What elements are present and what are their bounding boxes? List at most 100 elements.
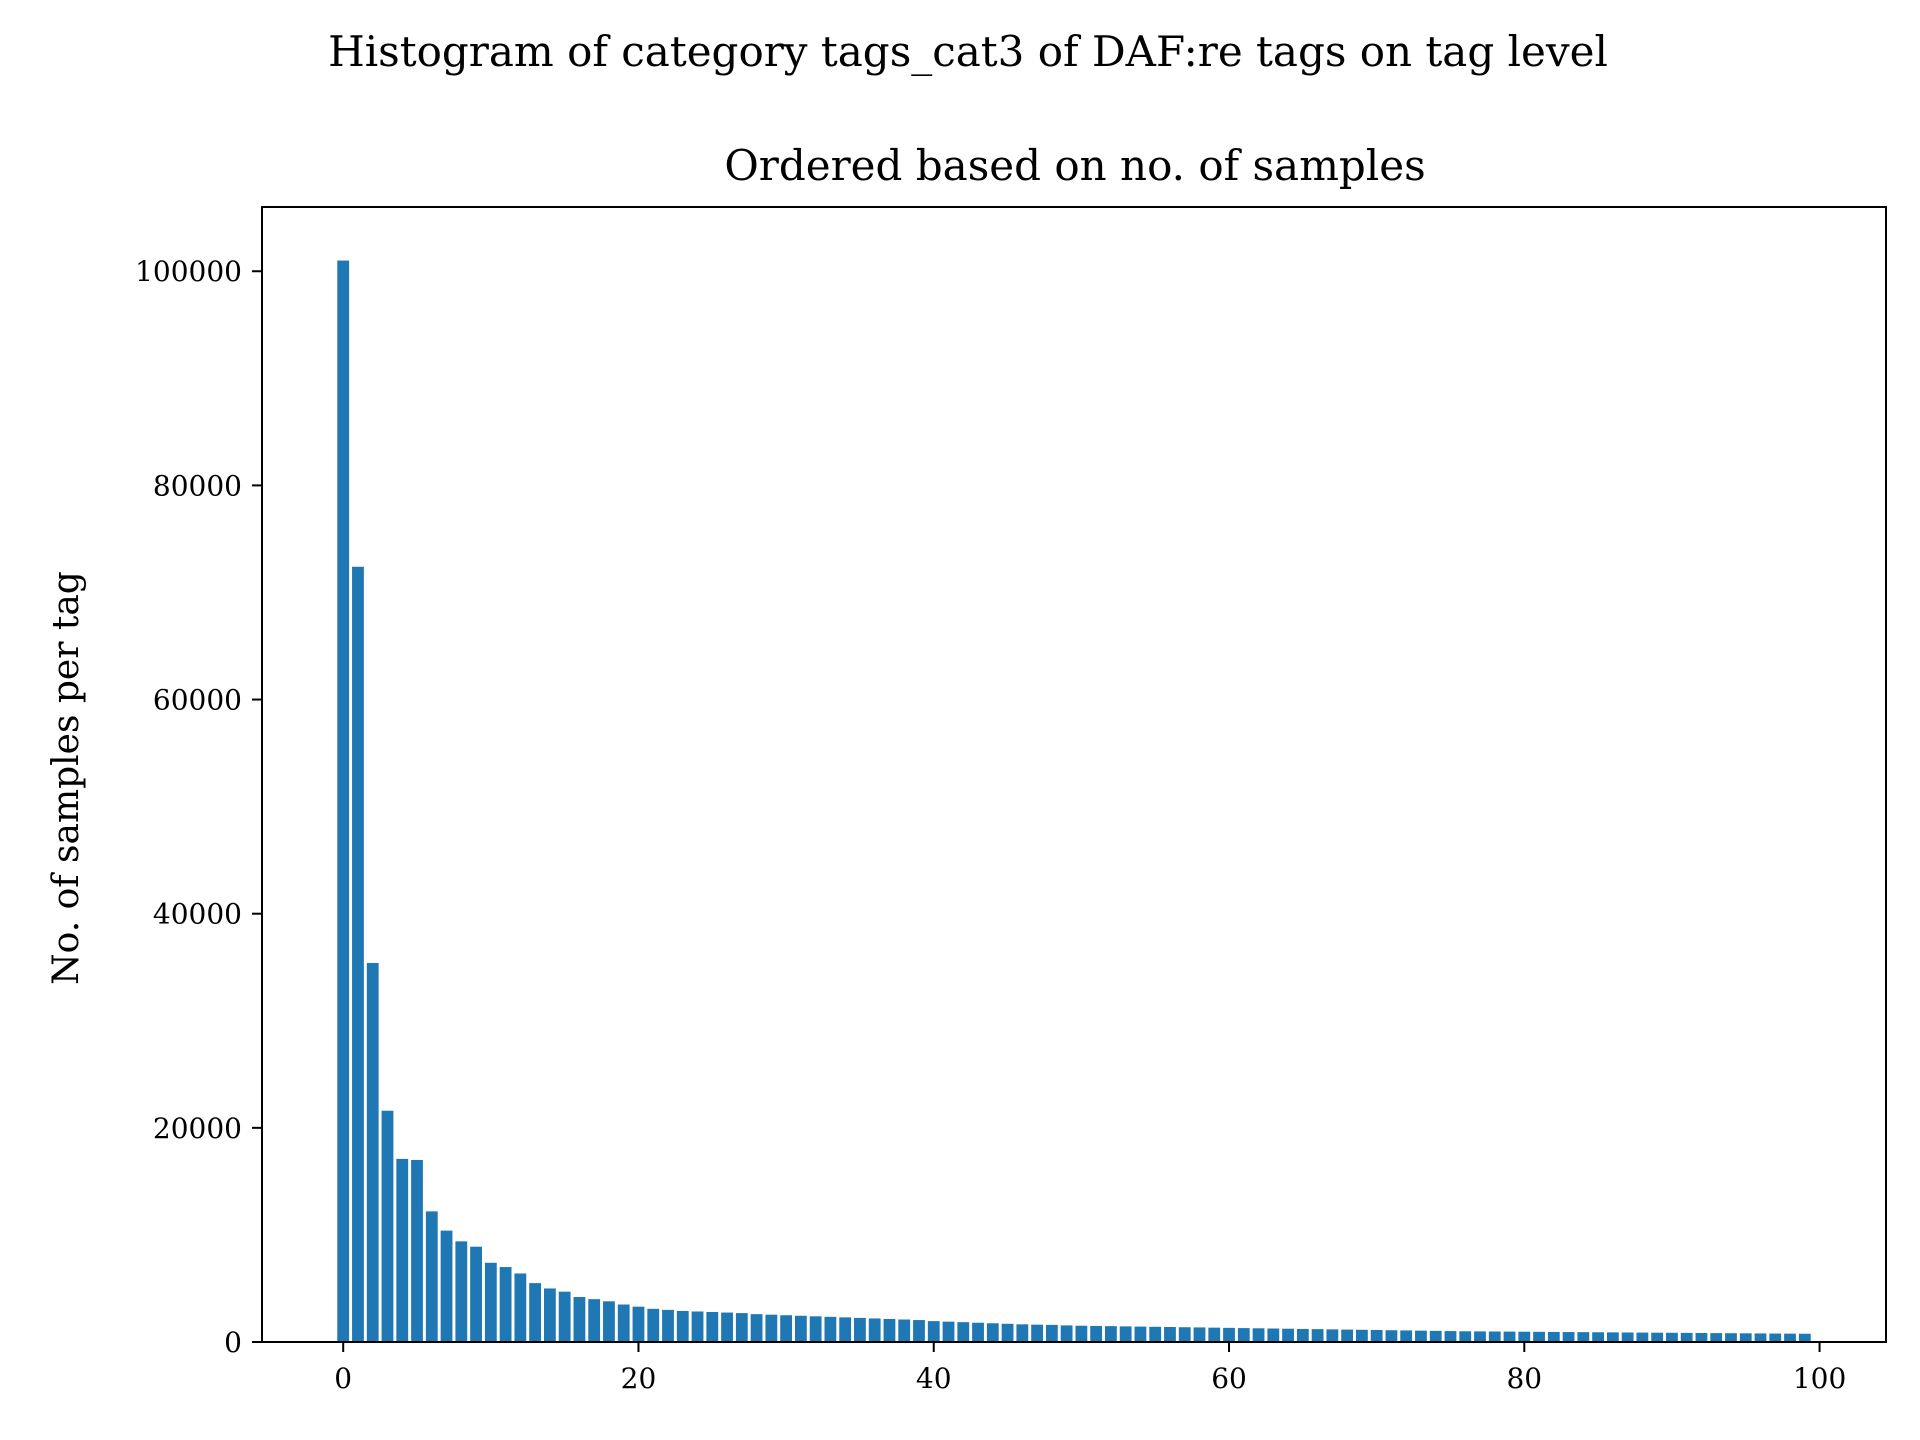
bar-84 bbox=[1577, 1332, 1590, 1342]
bar-74 bbox=[1429, 1330, 1442, 1342]
bar-93 bbox=[1710, 1333, 1723, 1342]
bar-22 bbox=[662, 1309, 674, 1342]
bar-78 bbox=[1488, 1331, 1501, 1342]
y-axis-label: No. of samples per tag bbox=[46, 571, 87, 985]
y-tick-label-80000: 80000 bbox=[153, 469, 242, 502]
bar-10 bbox=[484, 1262, 497, 1342]
bar-23 bbox=[676, 1310, 689, 1342]
bar-28 bbox=[750, 1314, 763, 1342]
bar-58 bbox=[1193, 1327, 1206, 1342]
bar-5 bbox=[411, 1159, 423, 1342]
bar-11 bbox=[499, 1267, 512, 1342]
bar-17 bbox=[588, 1299, 601, 1342]
bar-82 bbox=[1547, 1331, 1560, 1342]
bar-94 bbox=[1725, 1333, 1737, 1342]
bar-97 bbox=[1769, 1333, 1782, 1342]
bar-77 bbox=[1474, 1331, 1486, 1342]
bar-29 bbox=[765, 1314, 778, 1342]
bar-6 bbox=[425, 1211, 438, 1342]
bar-67 bbox=[1326, 1329, 1339, 1342]
y-tick-label-60000: 60000 bbox=[153, 684, 242, 717]
bar-48 bbox=[1045, 1324, 1058, 1342]
bar-85 bbox=[1592, 1332, 1605, 1342]
bar-81 bbox=[1533, 1331, 1545, 1342]
bar-4 bbox=[396, 1158, 409, 1342]
bar-32 bbox=[809, 1316, 822, 1342]
bar-8 bbox=[455, 1241, 468, 1342]
bar-26 bbox=[721, 1312, 733, 1342]
x-tick-label-40: 40 bbox=[916, 1362, 952, 1395]
bar-72 bbox=[1400, 1330, 1413, 1342]
bar-75 bbox=[1444, 1331, 1457, 1342]
bar-49 bbox=[1060, 1325, 1073, 1342]
bar-13 bbox=[529, 1283, 542, 1342]
bar-88 bbox=[1636, 1332, 1649, 1342]
bar-45 bbox=[1001, 1323, 1014, 1342]
bar-79 bbox=[1503, 1331, 1516, 1342]
bar-91 bbox=[1680, 1332, 1693, 1342]
bar-20 bbox=[632, 1306, 645, 1342]
y-tick-label-20000: 20000 bbox=[153, 1112, 242, 1145]
bar-36 bbox=[868, 1318, 881, 1342]
bar-14 bbox=[543, 1288, 556, 1342]
bar-35 bbox=[854, 1317, 866, 1342]
bar-63 bbox=[1267, 1328, 1280, 1342]
bar-21 bbox=[647, 1308, 660, 1342]
bar-52 bbox=[1105, 1326, 1117, 1342]
bar-64 bbox=[1282, 1328, 1294, 1342]
bar-7 bbox=[440, 1230, 453, 1342]
bar-70 bbox=[1370, 1330, 1383, 1342]
bar-0 bbox=[337, 260, 350, 1343]
bar-66 bbox=[1311, 1329, 1324, 1342]
x-axis-ticks: 0 20 40 60 80 100 bbox=[334, 1342, 1846, 1395]
bar-87 bbox=[1621, 1332, 1634, 1342]
bar-99 bbox=[1798, 1333, 1811, 1342]
bar-95 bbox=[1739, 1333, 1752, 1342]
bar-33 bbox=[824, 1316, 837, 1342]
bar-56 bbox=[1164, 1327, 1176, 1342]
x-tick-label-100: 100 bbox=[1793, 1362, 1846, 1395]
bar-80 bbox=[1518, 1331, 1531, 1342]
bar-65 bbox=[1296, 1328, 1309, 1342]
bar-76 bbox=[1459, 1331, 1472, 1342]
bar-31 bbox=[794, 1315, 807, 1342]
bar-38 bbox=[898, 1319, 911, 1342]
bar-19 bbox=[617, 1304, 630, 1342]
chart-subtitle: Ordered based on no. of samples bbox=[724, 141, 1425, 190]
bar-44 bbox=[986, 1323, 999, 1342]
y-tick-label-0: 0 bbox=[224, 1326, 242, 1359]
y-axis-ticks: 0 20000 40000 60000 80000 100000 bbox=[135, 255, 262, 1359]
bar-42 bbox=[957, 1322, 970, 1342]
bar-73 bbox=[1415, 1330, 1427, 1342]
bar-92 bbox=[1695, 1333, 1708, 1342]
bar-15 bbox=[558, 1291, 571, 1342]
bar-39 bbox=[913, 1320, 925, 1342]
bar-25 bbox=[706, 1312, 719, 1342]
bar-47 bbox=[1031, 1324, 1043, 1342]
bar-62 bbox=[1252, 1328, 1265, 1342]
bar-90 bbox=[1666, 1332, 1678, 1342]
bar-2 bbox=[366, 962, 379, 1342]
x-tick-label-80: 80 bbox=[1506, 1362, 1542, 1395]
bar-46 bbox=[1016, 1324, 1029, 1342]
bar-1 bbox=[352, 566, 364, 1342]
bar-96 bbox=[1754, 1333, 1767, 1342]
bar-83 bbox=[1562, 1332, 1575, 1342]
bar-27 bbox=[735, 1313, 748, 1342]
bar-60 bbox=[1223, 1327, 1235, 1342]
bar-54 bbox=[1134, 1326, 1147, 1342]
bar-30 bbox=[780, 1315, 793, 1342]
bar-89 bbox=[1651, 1332, 1664, 1342]
x-tick-label-0: 0 bbox=[334, 1362, 352, 1395]
x-tick-label-60: 60 bbox=[1211, 1362, 1247, 1395]
bar-86 bbox=[1606, 1332, 1619, 1342]
bar-61 bbox=[1237, 1328, 1250, 1342]
bar-37 bbox=[883, 1318, 896, 1342]
bar-55 bbox=[1149, 1326, 1162, 1342]
bar-71 bbox=[1385, 1330, 1398, 1342]
y-tick-label-40000: 40000 bbox=[153, 898, 242, 931]
bar-68 bbox=[1341, 1329, 1354, 1342]
bar-9 bbox=[470, 1246, 482, 1342]
